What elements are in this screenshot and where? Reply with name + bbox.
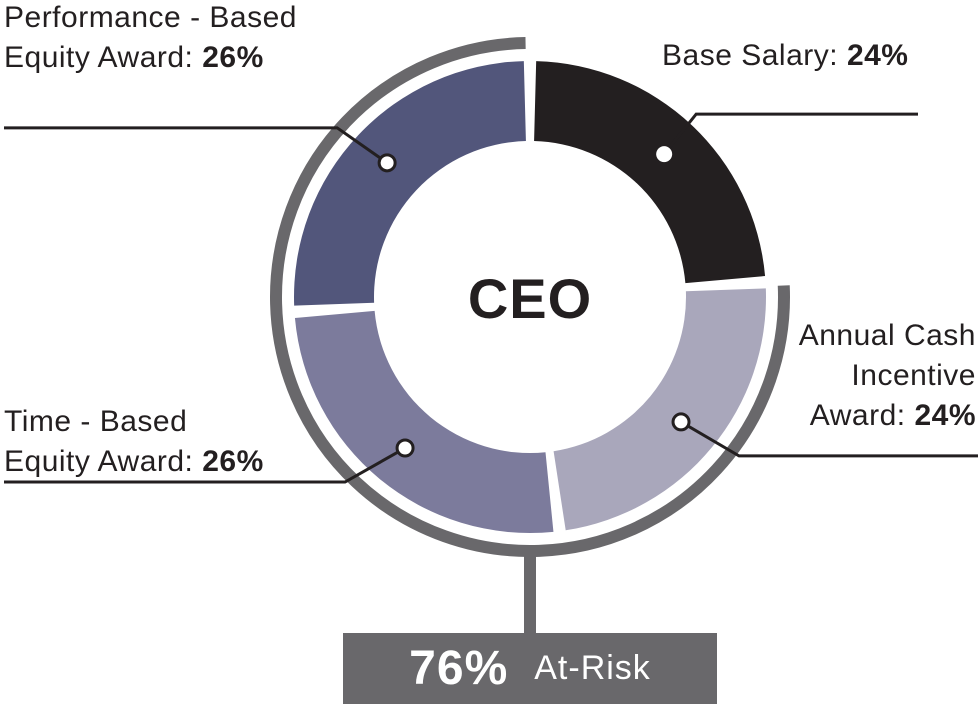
label-cash-line-2: Incentive [851,359,976,392]
slice-annual-cash [553,288,766,531]
leader-line-base-salary [662,112,918,156]
leader-line-time-based [4,446,406,484]
label-time-line-2: Equity Award: [4,445,194,478]
slice-base-salary [534,61,766,284]
slice-performance-based [294,61,526,306]
label-time-based-equity: Time - Based Equity Award: 26% [4,402,264,482]
center-label: CEO [467,267,593,330]
leader-line-performance-based [4,126,388,165]
marker-dot-annual-cash [671,412,691,432]
slice-time-based [294,310,554,534]
label-base-salary: Base Salary: 24% [662,36,908,76]
leader-line-annual-cash [680,420,978,458]
marker-dot-base-salary [656,146,673,163]
at-risk-box: 76% At-Risk [343,633,717,704]
value-base: 24% [846,39,909,72]
label-performance-line-2: Equity Award: [4,41,194,74]
label-cash-line-1: Annual Cash [798,319,976,352]
at-risk-value: 76% [409,642,509,695]
marker-dot-time-based [395,438,415,458]
value-performance: 26% [202,41,264,74]
value-time: 26% [202,445,264,478]
label-annual-cash-incentive: Annual Cash Incentive Award: 24% [790,316,976,436]
label-time-line-1: Time - Based [4,405,188,438]
value-cash: 24% [914,399,976,432]
label-performance-line-1: Performance - Based [4,1,297,34]
label-cash-line-3: Award: [809,399,906,432]
label-performance-based-equity: Performance - Based Equity Award: 26% [4,0,297,78]
label-base-text: Base Salary: [662,39,839,72]
at-risk-label: At-Risk [534,649,651,687]
marker-dot-performance-based [377,153,397,173]
at-risk-ring [270,37,790,557]
